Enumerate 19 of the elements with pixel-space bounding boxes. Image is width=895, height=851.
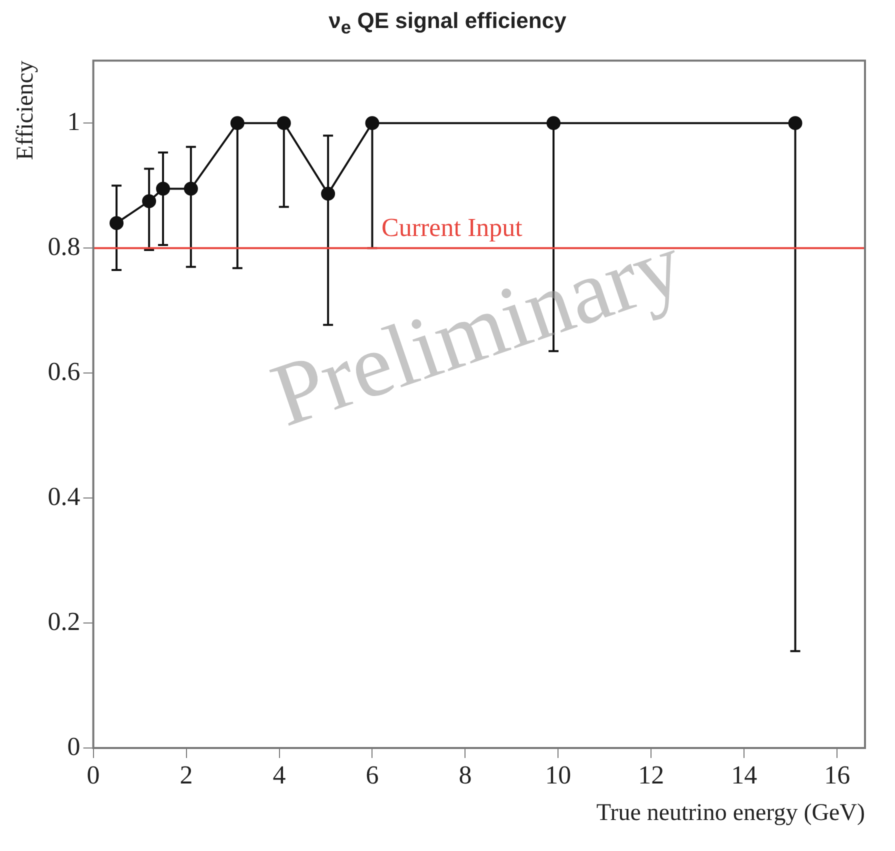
x-tick-label: 12: [638, 760, 664, 790]
y-tick-label: 1: [67, 106, 80, 136]
y-tick-label: 0.8: [48, 232, 80, 261]
chart-title: ν$_{e}$ QE signal efficiency: [328, 8, 568, 40]
x-tick-label: 2: [180, 760, 193, 790]
x-axis-title: True neutrino energy (GeV): [596, 800, 865, 826]
y-tick-label: 0.6: [48, 356, 80, 386]
x-tick-label: 10: [545, 760, 572, 790]
y-tick-label: 0.4: [48, 482, 80, 511]
x-tick-label: 0: [86, 760, 100, 790]
x-tick-label: 6: [366, 760, 379, 790]
x-tick-label: 4: [272, 760, 286, 790]
y-axis-title: Efficiency: [12, 60, 39, 160]
y-tick-label: 0.2: [48, 606, 80, 636]
x-tick-label: 16: [824, 760, 850, 790]
x-tick-label: 8: [458, 760, 472, 790]
ref-line-label: Current Input: [382, 212, 524, 242]
x-tick-label: 14: [731, 760, 758, 790]
y-tick-label: 0: [67, 732, 80, 761]
